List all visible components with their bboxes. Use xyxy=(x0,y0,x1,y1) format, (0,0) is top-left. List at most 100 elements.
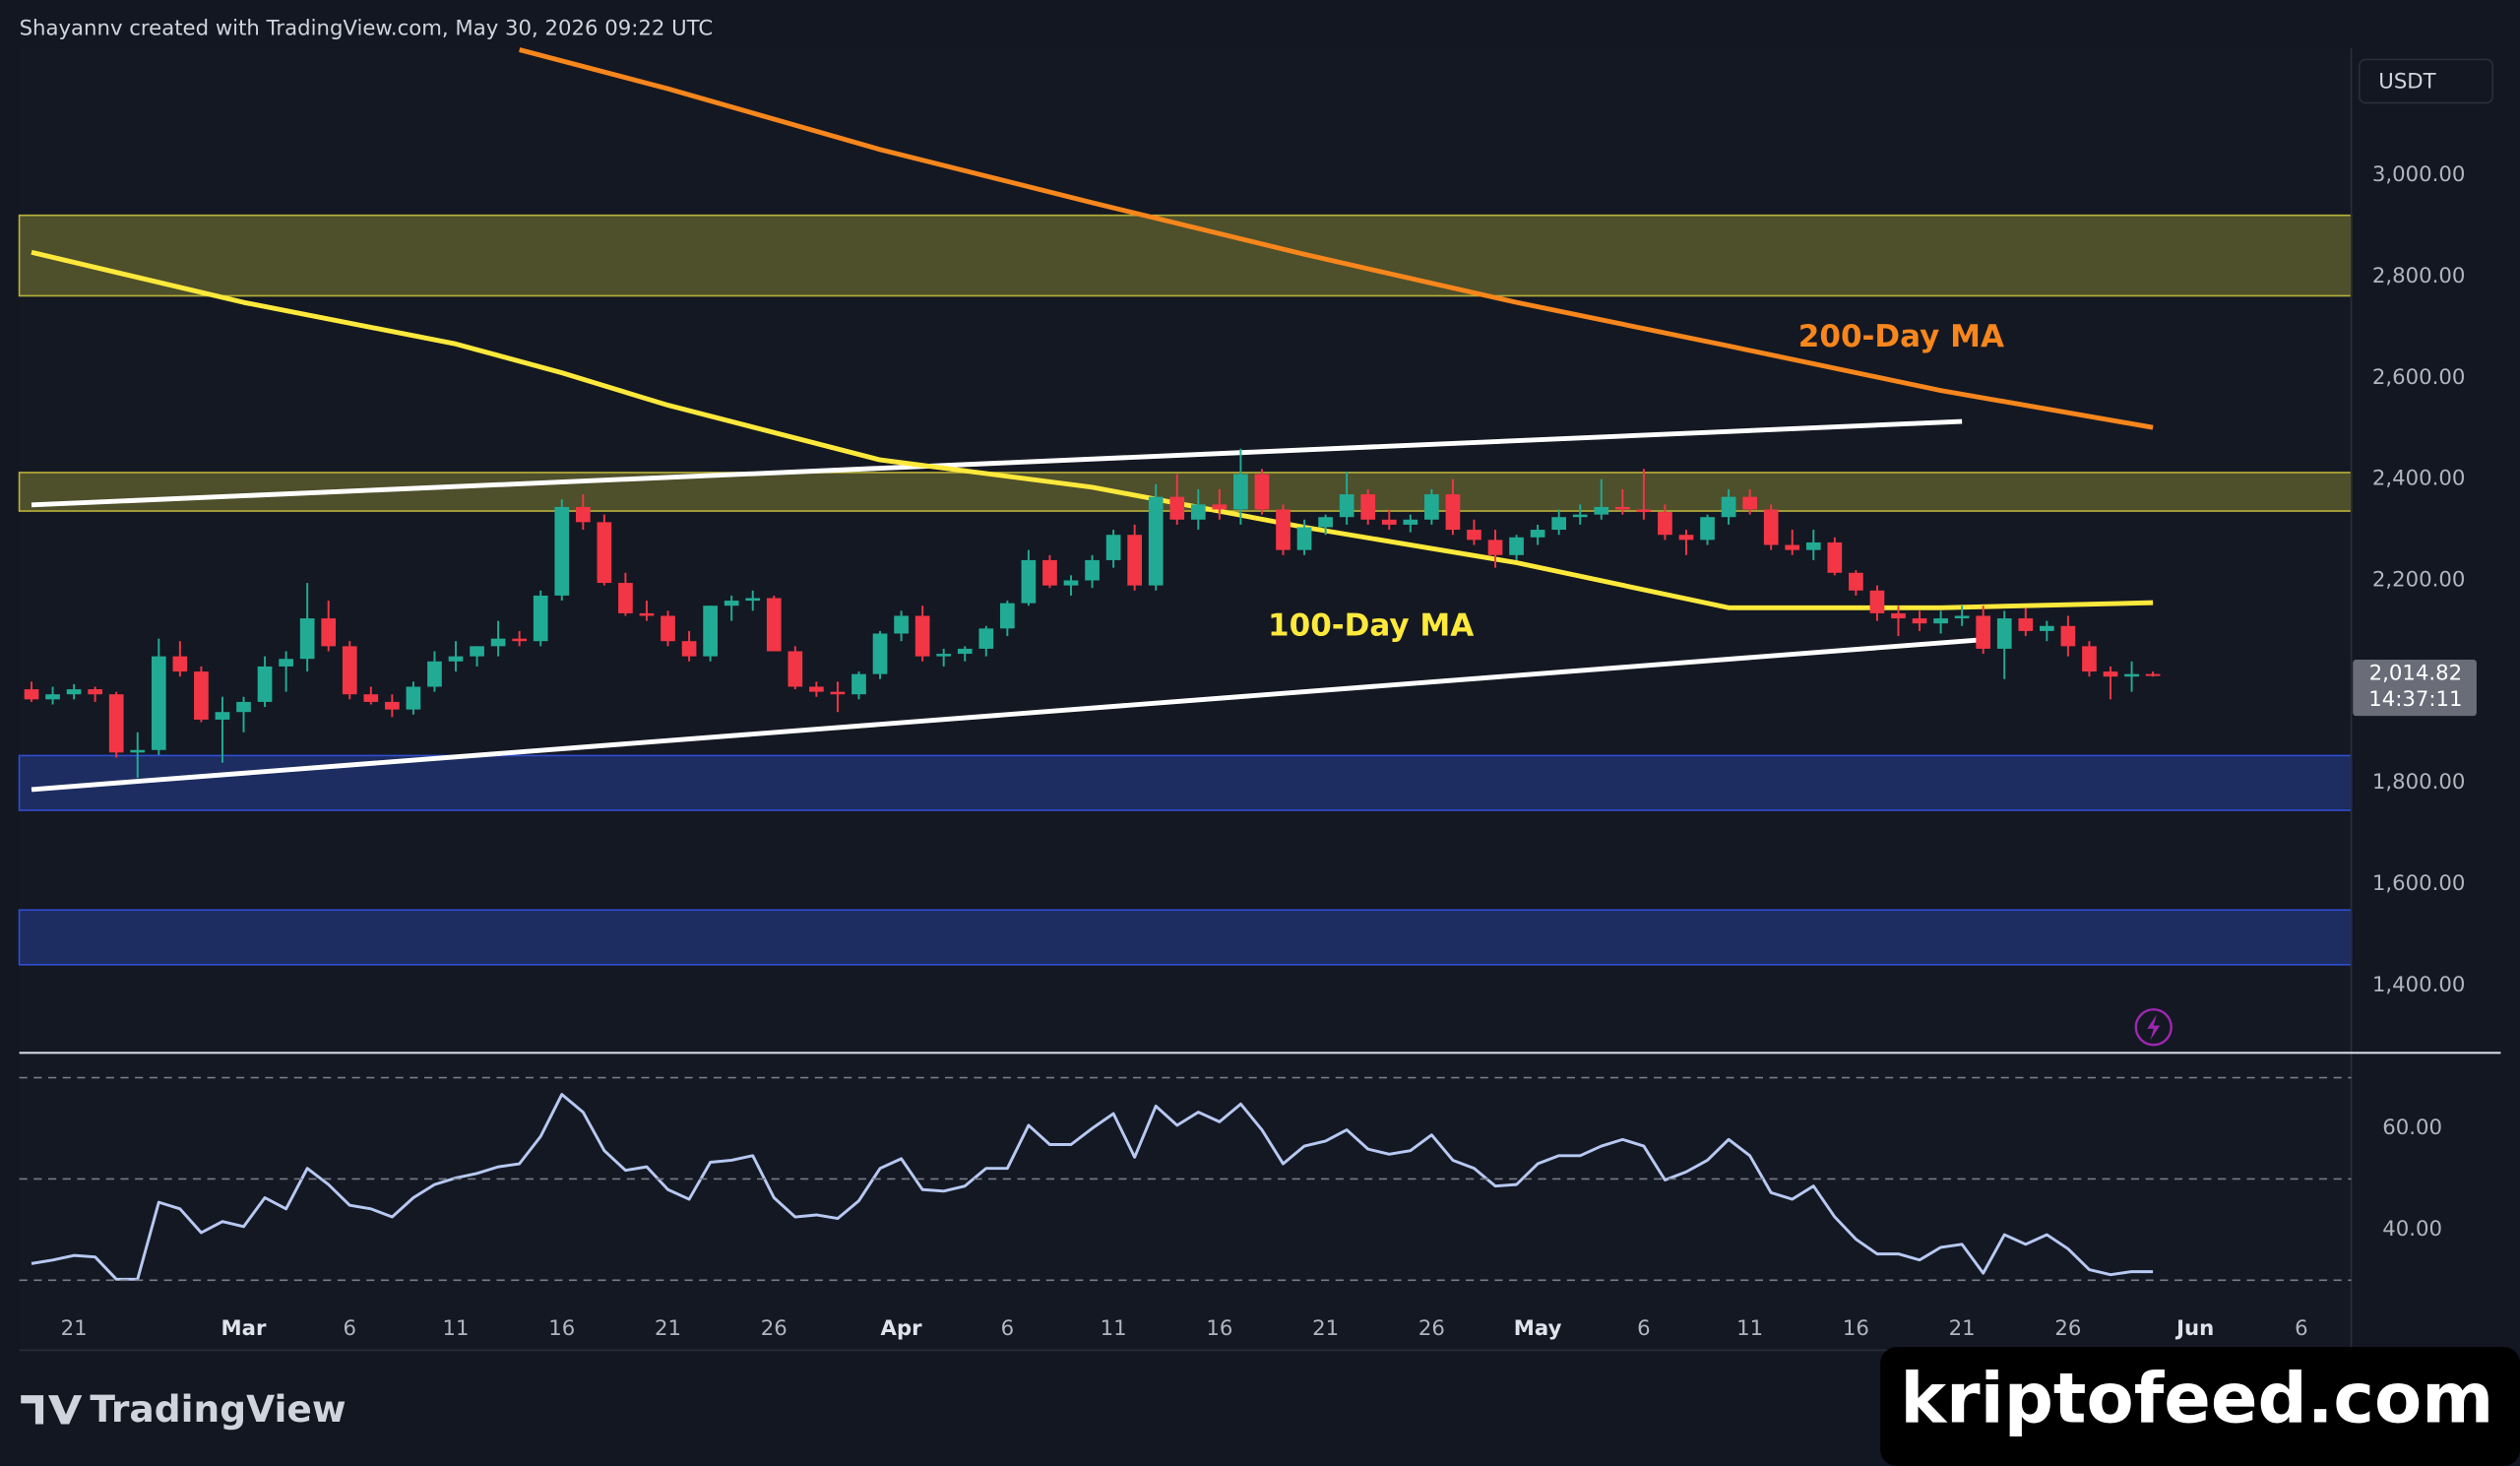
candle-body xyxy=(554,506,570,596)
candle-body xyxy=(766,598,782,652)
trendline xyxy=(31,637,1984,793)
y-tick-label: 1,400.00 xyxy=(2372,973,2466,997)
candle-body xyxy=(194,671,209,720)
candle-body xyxy=(1000,603,1015,629)
last-price-box xyxy=(2353,660,2477,717)
candle-body xyxy=(24,689,39,700)
candle-body xyxy=(130,749,146,753)
candle-body xyxy=(299,618,315,660)
candle-body xyxy=(1530,530,1545,538)
x-tick-label: 21 xyxy=(1949,1316,1976,1341)
candle-body xyxy=(1487,540,1503,555)
candle-body xyxy=(703,606,718,657)
x-tick-label: Jun xyxy=(2174,1316,2214,1341)
candle-body xyxy=(830,691,846,695)
x-tick-label: 21 xyxy=(61,1316,88,1341)
candle-body xyxy=(1105,535,1121,560)
candle-body xyxy=(45,694,60,700)
candle-body xyxy=(1403,519,1418,525)
candle-body xyxy=(1254,474,1270,510)
candle-body xyxy=(1551,517,1567,531)
candle-body xyxy=(1614,506,1630,510)
candle-body xyxy=(172,656,188,672)
moving-average xyxy=(31,249,2154,610)
zones xyxy=(18,214,2353,966)
candle-body xyxy=(1445,494,1461,531)
x-tick-label: 26 xyxy=(1418,1316,1445,1341)
candle-body xyxy=(1063,580,1079,586)
candle-body xyxy=(914,615,930,657)
currency-label[interactable]: USDT xyxy=(2378,69,2436,94)
candle-body xyxy=(1381,519,1397,525)
candle-body xyxy=(1805,542,1821,550)
x-tick-label: 21 xyxy=(1312,1316,1339,1341)
candle-body xyxy=(342,646,357,695)
candle-body xyxy=(363,694,379,702)
ma-label: 200-Day MA xyxy=(1798,319,2004,354)
x-tick-label: 11 xyxy=(1736,1316,1763,1341)
y-tick-label: 2,800.00 xyxy=(2372,264,2466,288)
candle-body xyxy=(575,506,591,523)
candle-body xyxy=(2145,673,2161,676)
candle-body xyxy=(2018,618,2034,631)
candle-body xyxy=(512,638,528,642)
candle-body xyxy=(151,656,166,750)
x-tick-label: 6 xyxy=(2295,1316,2308,1341)
candle-body xyxy=(448,656,464,662)
x-tick-label: 16 xyxy=(548,1316,575,1341)
candle-body xyxy=(406,686,421,710)
candle-body xyxy=(1996,618,2012,649)
indicator-line xyxy=(31,1093,2154,1281)
candle-body xyxy=(2103,671,2118,677)
candle-body xyxy=(236,701,251,713)
alert-icon[interactable] xyxy=(2134,1008,2173,1047)
currency-button[interactable] xyxy=(2358,58,2494,104)
candle-body xyxy=(1658,512,1672,536)
watermark: kriptofeed.com xyxy=(1900,1358,2493,1438)
header: Shayannv created with TradingView.com, M… xyxy=(20,16,714,40)
candle-body xyxy=(279,659,293,667)
y-tick-label: 3,000.00 xyxy=(2372,162,2466,187)
candle-body xyxy=(1021,559,1037,604)
candle-body xyxy=(2124,673,2139,677)
candles xyxy=(24,448,2161,779)
candle-body xyxy=(470,646,484,657)
candle-body xyxy=(66,689,82,695)
candle-body xyxy=(108,694,124,753)
candle-body xyxy=(1148,496,1164,586)
last-price-label: 2,014.82 xyxy=(2369,662,2463,686)
candle-body xyxy=(1594,506,1609,515)
candle-body xyxy=(88,689,102,695)
candle-body xyxy=(1127,535,1142,586)
moving-average xyxy=(519,47,2154,430)
lines xyxy=(31,47,2154,1281)
candle-body xyxy=(681,641,697,657)
candle-body xyxy=(1509,537,1524,555)
candle-body xyxy=(1339,494,1354,518)
trendline xyxy=(31,418,1963,508)
candle-body xyxy=(936,654,952,657)
candle-body xyxy=(872,633,888,674)
candle-body xyxy=(1467,530,1481,541)
labels: 100-Day MA 200-Day MA xyxy=(1268,319,2004,644)
candle-body xyxy=(1891,612,1906,619)
candle-body xyxy=(321,618,337,647)
candle-body xyxy=(1933,618,1948,624)
candle-body xyxy=(1954,615,1970,619)
candle-body xyxy=(724,601,739,606)
candle-body xyxy=(2040,625,2054,631)
candle-body xyxy=(1763,509,1779,545)
y-tick-label: 2,600.00 xyxy=(2372,365,2466,390)
candle-body xyxy=(1636,509,1652,513)
candle-body xyxy=(2060,625,2076,647)
watermark-box xyxy=(1880,1347,2520,1466)
candle-body xyxy=(661,615,675,642)
x-tick-label: 6 xyxy=(1637,1316,1651,1341)
indicator-tick-label: 40.00 xyxy=(2382,1217,2442,1242)
candle-body xyxy=(490,638,506,647)
candle-body xyxy=(894,615,909,634)
candle-body xyxy=(1827,542,1843,573)
candle-body xyxy=(1742,496,1757,510)
candle-body xyxy=(745,598,761,602)
